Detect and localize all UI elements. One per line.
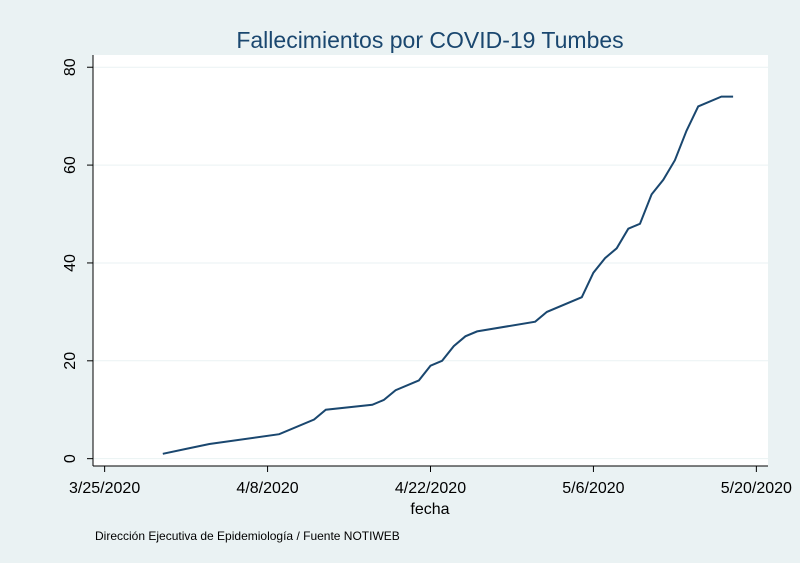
y-tick-label: 40 [62, 254, 79, 272]
plot-area [93, 55, 768, 466]
data-line [162, 95, 734, 455]
x-axis-label: fecha [410, 501, 449, 518]
x-tick-label: 5/6/2020 [562, 480, 624, 497]
x-tick-label: 4/8/2020 [236, 480, 298, 497]
note: Dirección Ejecutiva de Epidemiología / F… [95, 529, 400, 543]
x-tick-label: 3/25/2020 [69, 480, 140, 497]
y-tick-label: 0 [62, 454, 79, 463]
y-tick-label: 60 [62, 156, 79, 174]
x-tick-label: 4/22/2020 [395, 480, 466, 497]
y-tick-label: 80 [62, 58, 79, 76]
x-tick-label: 5/20/2020 [721, 480, 792, 497]
y-tick-label: 20 [62, 352, 79, 370]
chart-title: Fallecimientos por COVID-19 Tumbes [236, 27, 623, 53]
